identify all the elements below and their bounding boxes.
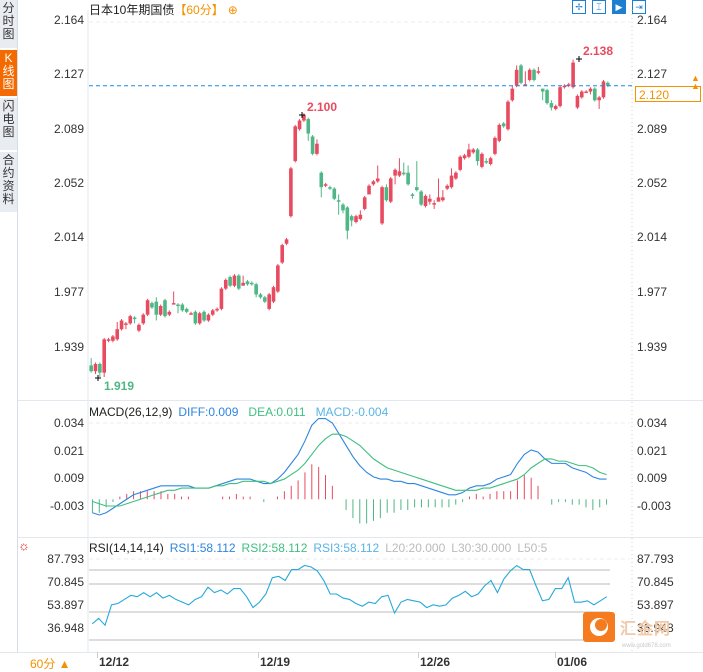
tab-char: 合 <box>2 153 15 167</box>
x-tick-date: 12/26 <box>420 655 451 669</box>
tab-char: 约 <box>2 166 15 180</box>
scroll-up-icon[interactable]: ▲ ▲ <box>691 73 700 91</box>
y-tick-right: 2.089 <box>637 122 668 136</box>
l30-value: L30:30.000 <box>451 541 512 555</box>
y-tick-right: 2.164 <box>637 13 668 27</box>
time-axis-bar <box>0 652 703 671</box>
rsi-title: RSI(14,14,14) <box>89 541 164 555</box>
sidebar-tab-contract-info[interactable]: 合 约 资 料 <box>0 152 17 212</box>
rsi-y-tick-right: 36.948 <box>637 621 674 635</box>
rsi-y-tick-left: 70.845 <box>47 575 84 589</box>
macd-title: MACD(26,12,9) <box>89 405 173 419</box>
watermark-text: 汇金网 <box>620 621 672 638</box>
low-price-label: 1.919 <box>104 379 135 393</box>
rsi-y-tick-right: 70.845 <box>637 575 674 589</box>
macd-y-tick-right: 0.034 <box>637 416 668 430</box>
add-indicator-icon[interactable]: ⊕ <box>227 3 238 17</box>
crosshair-tool-icon[interactable]: ✢ <box>572 0 586 14</box>
y-tick-left: 2.127 <box>53 67 84 81</box>
watermark-url: www.gold678.com <box>622 643 671 649</box>
panel-divider <box>18 537 703 538</box>
y-tick-left: 1.977 <box>53 285 84 299</box>
tab-char: 资 <box>2 179 15 193</box>
chart-title: 日本10年期国债【60分】 ⊕ <box>89 1 238 18</box>
macd-dea-value: DEA:0.011 <box>248 405 306 419</box>
tab-char: 图 <box>2 77 15 91</box>
tab-char: 电 <box>2 112 15 126</box>
rsi3-value: RSI3:58.112 <box>313 541 380 555</box>
sidebar-tab-kline[interactable]: K 线 图 <box>0 50 17 96</box>
high-price-label: 2.138 <box>583 44 614 58</box>
frame-border <box>17 0 18 655</box>
current-price-tag: 2.120 <box>635 86 701 102</box>
period-select-button[interactable]: 60分 ▲ <box>30 657 71 671</box>
gold678-logo-icon <box>583 612 615 642</box>
y-tick-left: 2.052 <box>53 176 84 190</box>
rsi-y-tick-left: 36.948 <box>47 621 84 635</box>
y-tick-left: 1.939 <box>53 340 84 354</box>
tab-char: 线 <box>2 64 15 78</box>
macd-y-tick-right: -0.003 <box>637 499 672 513</box>
range-select-tool-icon[interactable]: ⌶ <box>592 0 606 14</box>
macd-y-tick-left: -0.003 <box>49 499 84 513</box>
instrument-name: 日本10年期国债 <box>89 3 175 17</box>
period-label[interactable]: 【60分】 <box>174 3 224 17</box>
panel-divider <box>18 400 703 401</box>
y-tick-right: 2.127 <box>637 67 668 81</box>
tab-char: 时 <box>2 14 15 28</box>
macd-y-tick-left: 0.034 <box>53 416 84 430</box>
macd-diff-value: DIFF:0.009 <box>178 405 239 419</box>
rsi-legend: RSI(14,14,14) RSI1:58.112 RSI2:58.112 RSI3:… <box>89 541 553 555</box>
goto-end-tool-icon[interactable]: ⇥ <box>632 0 646 14</box>
local-high-price-label: 2.100 <box>307 100 338 114</box>
y-tick-right: 2.052 <box>637 176 668 190</box>
tab-char: 料 <box>2 192 15 206</box>
macd-y-tick-right: 0.009 <box>637 471 668 485</box>
x-tick-date: 12/12 <box>99 655 130 669</box>
y-tick-right: 2.014 <box>637 230 668 244</box>
rsi2-value: RSI2:58.112 <box>241 541 308 555</box>
macd-hist-value: MACD:-0.004 <box>315 405 389 419</box>
rsi-y-tick-right: 53.897 <box>637 598 674 612</box>
tab-char: 分 <box>2 1 15 15</box>
macd-y-tick-left: 0.021 <box>53 444 84 458</box>
chart-toolbar: ✢ ⌶ ▶ ⇥ <box>572 0 646 14</box>
watermark: 汇金网 <box>583 612 671 642</box>
tab-char: K <box>4 51 13 65</box>
tab-char: 图 <box>2 125 15 139</box>
x-tick-date: 12/19 <box>260 655 291 669</box>
y-tick-right: 1.977 <box>637 285 668 299</box>
y-tick-left: 2.164 <box>53 13 84 27</box>
sidebar-tab-timeshare[interactable]: 分 时 图 <box>0 0 17 48</box>
y-tick-right: 1.939 <box>637 340 668 354</box>
macd-y-tick-left: 0.009 <box>53 471 84 485</box>
play-tool-icon[interactable]: ▶ <box>612 0 626 14</box>
rsi-y-tick-right: 87.793 <box>637 552 674 566</box>
l50-value: L50:5 <box>517 541 548 555</box>
macd-legend: MACD(26,12,9) DIFF:0.009 DEA:0.011 MACD:-0.… <box>89 405 394 419</box>
sidebar-tab-flash[interactable]: 闪 电 图 <box>0 98 17 150</box>
y-tick-left: 2.014 <box>53 230 84 244</box>
l20-value: L20:20.000 <box>385 541 446 555</box>
rsi-y-tick-left: 53.897 <box>47 598 84 612</box>
view-sidebar: 分 时 图 K 线 图 闪 电 图 合 约 资 料 <box>0 0 17 670</box>
settings-sun-icon[interactable]: ☼ <box>18 538 30 553</box>
tab-char: 闪 <box>2 99 15 113</box>
macd-y-tick-right: 0.021 <box>637 444 668 458</box>
rsi1-value: RSI1:58.112 <box>169 541 236 555</box>
x-tick-date: 01/06 <box>557 655 588 669</box>
y-tick-left: 2.089 <box>53 122 84 136</box>
tab-char: 图 <box>2 27 15 41</box>
rsi-y-tick-left: 87.793 <box>47 552 84 566</box>
